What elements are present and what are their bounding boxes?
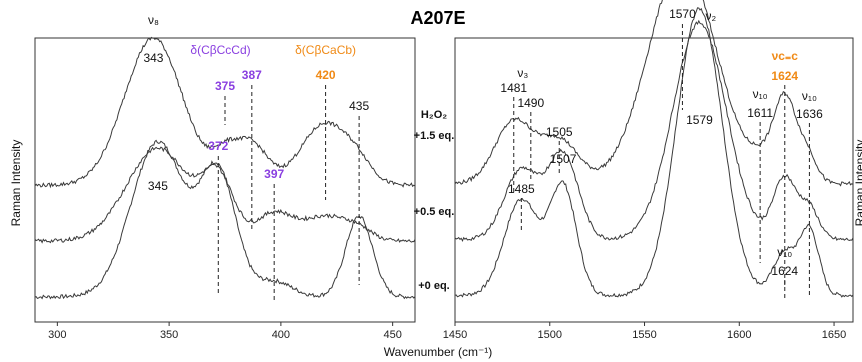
low-peak-label: 397 [264,167,284,181]
x-axis-label: Wavenumber (cm⁻¹) [384,345,493,359]
low-panel-frame [34,37,416,323]
high-peak-label: 1507 [550,152,577,166]
high-peak-label: 1570 [669,7,696,21]
mode-assignment-label: δ(CβCaCb) [295,43,356,57]
condition-label-2: +0.5 eq. [414,206,455,218]
low-peak-label: 387 [242,68,262,82]
high-peak-label: 1636 [796,107,823,121]
x-tick-label: 1550 [632,329,656,341]
high-peak-label: 1624 [771,264,798,278]
low-peak-label: 375 [215,79,235,93]
x-tick-label: 1450 [443,329,467,341]
y-axis-label-right: Raman Intensity [853,140,862,227]
low-peak-label: ν₈ [148,13,159,27]
x-tick-label: 1650 [822,329,846,341]
chart-title: A207E [410,8,465,28]
x-tick-label: 350 [160,329,178,341]
high-peak-label: ν₂ [706,9,717,23]
high-peak-label: 1611 [747,106,773,120]
low-spectrum-1 [34,36,416,189]
low-peak-label: 435 [349,99,369,113]
high-peak-label: 1624 [771,69,798,83]
condition-header: H₂O₂ [421,109,447,121]
high-spectrum-1 [454,0,854,187]
low-peak-label: 372 [208,139,228,153]
high-peak-label: 1481 [500,81,527,95]
high-peak-label: ν₁₀ [802,89,817,103]
mode-assignment-label: δ(CβCcCd) [190,43,250,57]
low-peak-label: 420 [316,68,336,82]
x-tick-label: 1500 [538,329,562,341]
high-panel-frame [454,37,854,323]
x-tick-label: 450 [383,329,401,341]
high-peak-label: 1485 [508,182,535,196]
high-spectrum-2 [454,19,854,243]
low-spectrum-2 [34,146,416,244]
x-tick-label: 400 [272,329,290,341]
high-peak-label: νᴄ₌ᴄ [772,49,799,63]
x-tick-label: 300 [48,329,66,341]
low-peak-label: 343 [143,51,163,65]
y-axis-label-left: Raman Intensity [9,140,23,227]
high-peak-label: 1579 [686,113,713,127]
high-peak-label: ν₃ [517,66,528,80]
high-peak-label: ν₁₀ [777,245,792,259]
high-peak-label: 1505 [546,125,573,139]
low-peak-label: 345 [148,179,168,193]
high-peak-label: ν₁₀ [753,87,768,101]
high-peak-label: 1490 [517,96,544,110]
low-spectrum-3 [34,139,416,300]
condition-label-1: +1.5 eq. [414,130,455,142]
x-tick-label: 1600 [727,329,751,341]
condition-label-3: +0 eq. [418,280,450,292]
